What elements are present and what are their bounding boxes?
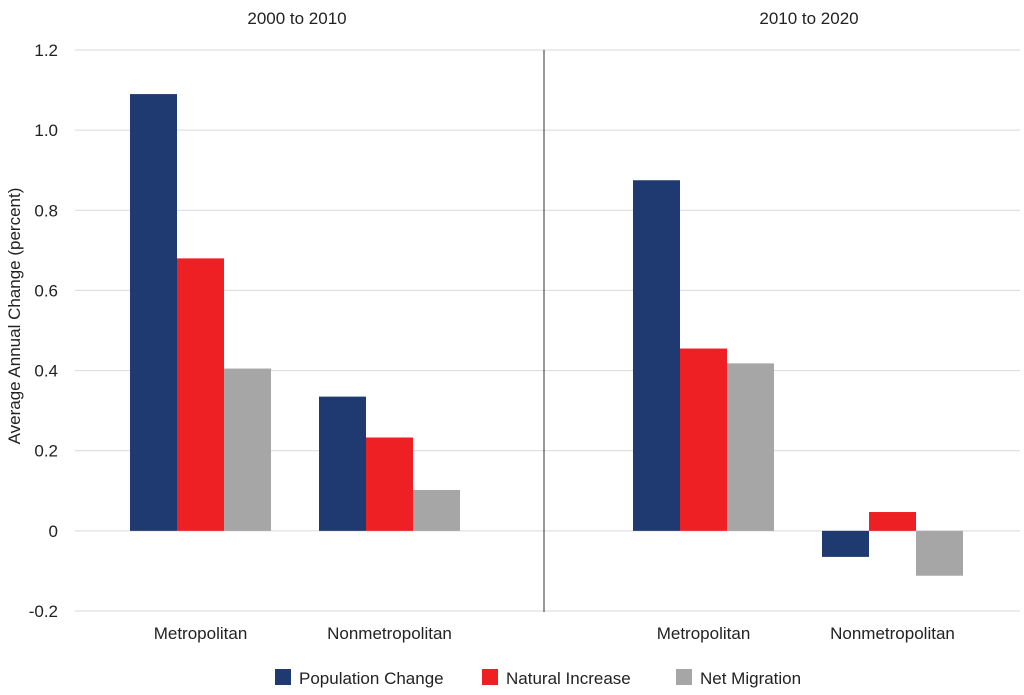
legend-swatch — [676, 669, 692, 685]
bar-net-migration — [413, 489, 460, 531]
bar-net-migration — [916, 530, 963, 576]
y-axis-ticks: 1.2 1.0 0.8 0.6 0.4 0.2 0 -0.2 — [29, 41, 58, 621]
category-label: Nonmetropolitan — [830, 624, 955, 643]
legend: Population Change Natural Increase Net Mig… — [275, 669, 801, 688]
category-label: Metropolitan — [657, 624, 751, 643]
bar-population-change — [822, 530, 869, 557]
legend-label: Population Change — [299, 669, 444, 688]
legend-label: Net Migration — [700, 669, 801, 688]
y-tick-label: -0.2 — [29, 602, 58, 621]
bar-population-change — [319, 396, 366, 531]
y-axis-title: Average Annual Change (percent) — [5, 188, 24, 445]
legend-label: Natural Increase — [506, 669, 631, 688]
legend-swatch — [482, 669, 498, 685]
category-label: Metropolitan — [154, 624, 248, 643]
y-tick-label: 0.2 — [34, 442, 58, 461]
bar-net-migration — [224, 368, 271, 531]
panel-title: 2010 to 2020 — [759, 9, 858, 28]
category-labels: Metropolitan Nonmetropolitan Metropolitan N… — [154, 624, 955, 643]
panel-titles: 2000 to 2010 2010 to 2020 — [247, 9, 858, 28]
bar-population-change — [633, 180, 680, 531]
y-tick-label: 0.4 — [34, 362, 58, 381]
bar-net-migration — [727, 363, 774, 531]
legend-swatch — [275, 669, 291, 685]
y-tick-label: 0.6 — [34, 281, 58, 300]
category-label: Nonmetropolitan — [327, 624, 452, 643]
y-tick-label: 1.0 — [34, 121, 58, 140]
bar-natural-increase — [177, 258, 224, 531]
bar-natural-increase — [366, 437, 413, 531]
panel-title: 2000 to 2010 — [247, 9, 346, 28]
bars — [130, 94, 963, 576]
bar-natural-increase — [680, 348, 727, 531]
y-tick-label: 1.2 — [34, 41, 58, 60]
y-tick-label: 0.8 — [34, 201, 58, 220]
y-tick-label: 0 — [49, 522, 58, 541]
bar-natural-increase — [869, 512, 916, 531]
bar-population-change — [130, 94, 177, 531]
